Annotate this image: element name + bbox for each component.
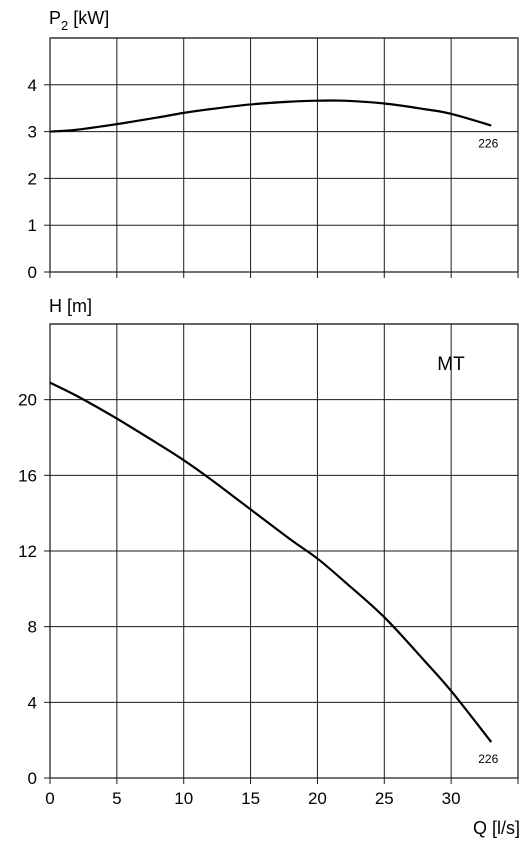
y-axis-label: H [m] (49, 296, 92, 316)
series-curve-226 (49, 381, 493, 743)
y-tick-label: 0 (28, 769, 37, 788)
y-tick-label: 12 (18, 542, 37, 561)
y-tick-label: 0 (28, 263, 37, 282)
x-tick-label: 20 (308, 789, 327, 808)
x-tick-label: 0 (45, 789, 54, 808)
power-panel: 0 1 2 3 4 P2 [kW] 226 (28, 8, 519, 282)
y-axis-label: P2 [kW] (49, 8, 109, 33)
head-panel: 0 5 10 15 20 25 30 0 4 8 12 16 20 H [m] Q [l/s] MT 226 (18, 296, 520, 838)
y-tick-label: 4 (28, 693, 37, 712)
x-tick-label: 25 (375, 789, 394, 808)
y-tick-label: 3 (28, 123, 37, 142)
y-tick-label: 20 (18, 391, 37, 410)
plot-frame (49, 37, 519, 273)
x-tick-label: 10 (174, 789, 193, 808)
series-curve-226 (49, 99, 492, 133)
y-tick-label: 4 (28, 76, 37, 95)
model-annotation: MT (437, 354, 465, 375)
series-label: 226 (478, 752, 498, 766)
x-tick-label: 15 (241, 789, 260, 808)
y-tick-label: 2 (28, 169, 37, 188)
series-label: 226 (478, 137, 498, 151)
y-tick-label: 1 (28, 216, 37, 235)
x-tick-label: 30 (442, 789, 461, 808)
x-tick-label: 5 (112, 789, 121, 808)
x-axis-label: Q [l/s] (473, 818, 520, 838)
y-tick-label: 8 (28, 618, 37, 637)
y-tick-label: 16 (18, 466, 37, 485)
